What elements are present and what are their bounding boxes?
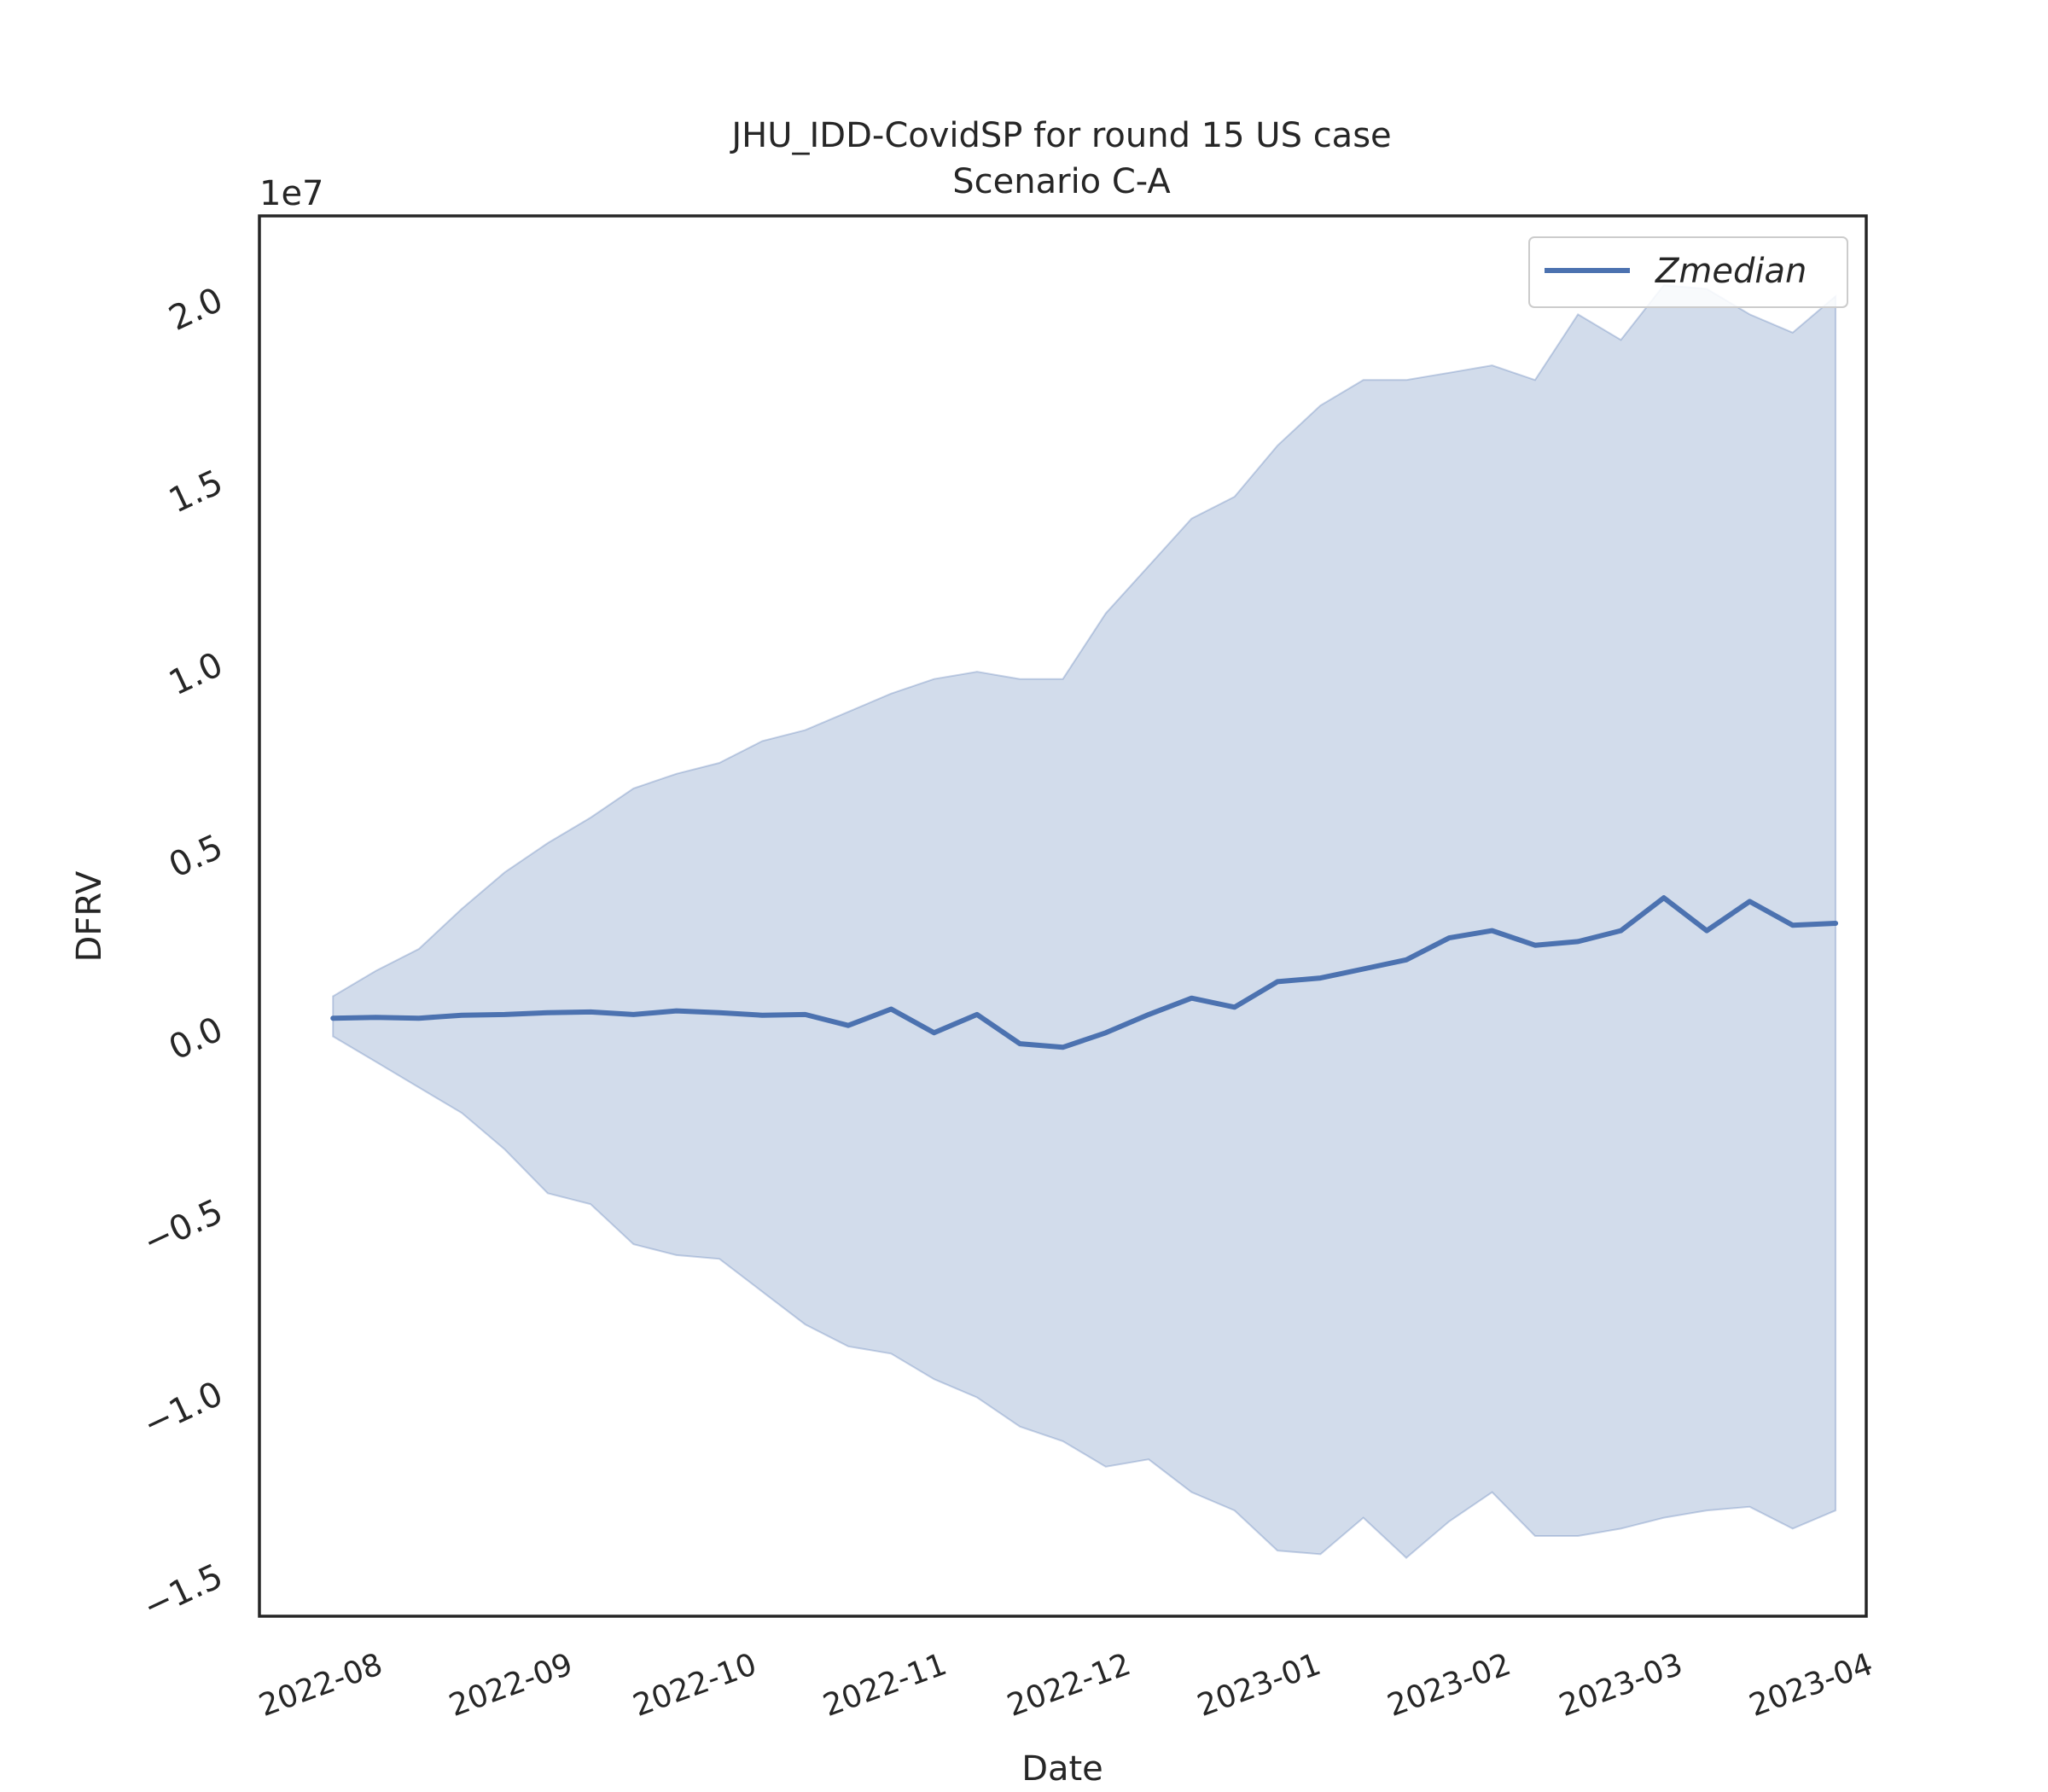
uncertainty-band	[332, 284, 1837, 1559]
y-tick-label: 2.0	[163, 280, 229, 339]
series-line-zmedian	[330, 895, 1839, 1050]
y-offset-label: 1e7	[259, 174, 324, 213]
x-tick-label: 2023-02	[1383, 1647, 1516, 1724]
x-tick-label: 2022-12	[1003, 1647, 1135, 1724]
x-tick-label: 2022-11	[818, 1647, 951, 1724]
y-tick-label: 1.0	[163, 645, 229, 704]
y-tick-label: −1.5	[137, 1556, 229, 1627]
y-tick-label: −1.0	[137, 1374, 229, 1445]
x-axis-label: Date	[1021, 1749, 1103, 1789]
x-tick-label: 2022-10	[629, 1647, 761, 1724]
y-tick-label: −0.5	[137, 1192, 229, 1263]
chart-subtitle: Scenario C-A	[952, 162, 1171, 201]
y-axis-label: DFRV	[70, 870, 109, 962]
legend-box	[1528, 236, 1848, 308]
plot-area	[330, 284, 1839, 1559]
x-tick-label: 2023-03	[1555, 1647, 1687, 1724]
plot-frame	[258, 214, 1868, 1618]
y-tick-label: 1.5	[163, 463, 229, 521]
x-tick-label: 2023-04	[1745, 1647, 1877, 1724]
y-tick-label: 0.0	[163, 1009, 229, 1068]
y-axis-ticks: −1.5 −1.0 −0.5 0.0 0.5 1.0 1.5 2.0	[137, 280, 229, 1626]
x-tick-label: 2023-01	[1193, 1647, 1325, 1724]
x-tick-label: 2022-09	[445, 1647, 577, 1724]
y-tick-label: 0.5	[163, 827, 229, 886]
x-axis-ticks: 2022-08 2022-09 2022-10 2022-11 2022-12 2023-…	[254, 1647, 1877, 1724]
legend-label-zmedian: Zmedian	[1655, 252, 1807, 291]
x-tick-label: 2022-08	[254, 1647, 387, 1724]
legend: Zmedian	[1528, 236, 1848, 308]
chart-title: JHU_IDD-CovidSP for round 15 US case	[729, 116, 1391, 155]
